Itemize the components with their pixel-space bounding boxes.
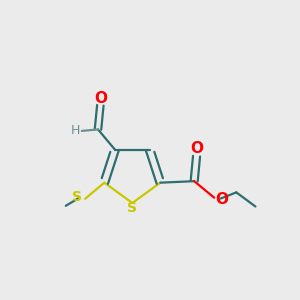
Text: S: S: [72, 190, 82, 204]
Text: O: O: [94, 91, 107, 106]
Text: H: H: [70, 124, 80, 137]
Text: O: O: [190, 141, 203, 156]
Text: S: S: [127, 201, 137, 215]
Text: O: O: [215, 192, 228, 207]
